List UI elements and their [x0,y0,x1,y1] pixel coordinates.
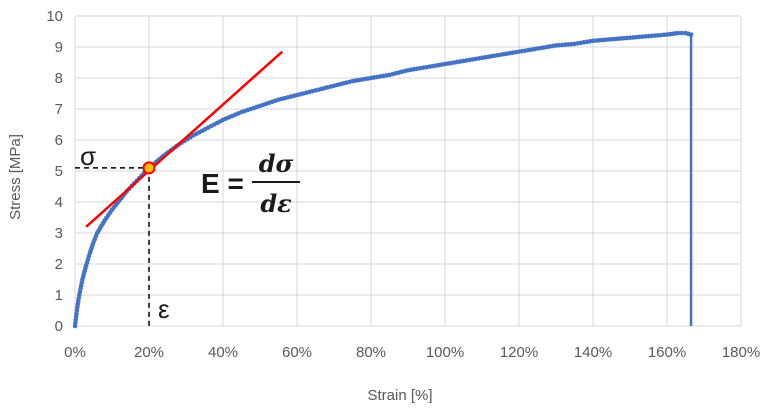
y-tick-label: 10 [46,8,63,25]
x-tick-label: 60% [282,344,312,361]
grid [74,15,742,327]
x-tick-label: 120% [500,344,538,361]
x-tick-label: 140% [574,344,612,361]
tangent-group [85,50,284,228]
y-tick-label: 0 [55,318,63,335]
equation-numerator: dσ [259,149,294,178]
data-point [679,30,685,36]
modulus-equation-label: E = [201,168,244,199]
tangent-line [85,50,284,228]
y-tick-label: 5 [55,163,63,180]
data-series [72,30,694,329]
guide-lines [75,167,150,326]
y-tick-label: 6 [55,132,63,149]
y-tick-label: 1 [55,287,63,304]
y-tick-label: 4 [55,194,63,211]
x-tick-label: 40% [208,344,238,361]
y-tick-label: 7 [55,101,63,118]
y-tick-labels: 0 1 2 3 4 5 6 7 8 9 10 [46,8,63,335]
x-tick-label: 180% [722,344,760,361]
sigma-label: σ [80,141,96,171]
x-tick-label: 100% [426,344,464,361]
tangent-point-marker [142,161,156,175]
x-tick-label: 20% [134,344,164,361]
x-tick-label: 160% [648,344,686,361]
x-tick-label: 0% [64,344,86,361]
marker-group [142,161,156,175]
y-axis-title: Stress [MPa] [7,134,24,220]
data-point [675,30,681,36]
y-tick-label: 3 [55,225,63,242]
y-tick-label: 8 [55,70,63,87]
x-tick-label: 80% [356,344,386,361]
x-tick-labels: 0% 20% 40% 60% 80% 100% 120% 140% 160% 180% [64,344,760,361]
epsilon-label: ε [158,294,170,324]
equation-denominator: dε [260,189,292,218]
y-tick-label: 9 [55,39,63,56]
y-tick-label: 2 [55,256,63,273]
x-axis-title: Strain [%] [367,387,432,404]
